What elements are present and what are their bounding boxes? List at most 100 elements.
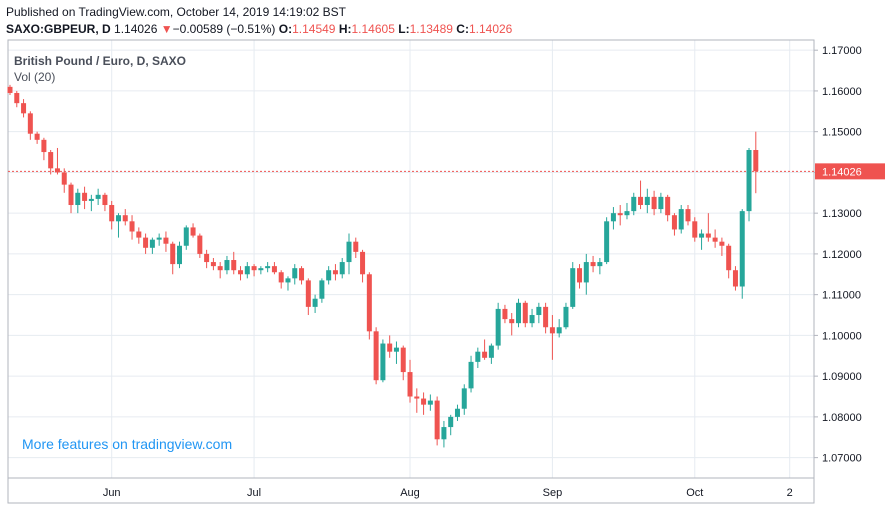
- time-tick-label: Jul: [247, 487, 261, 499]
- candle-body-up: [448, 416, 454, 428]
- candle-body-down: [217, 266, 223, 271]
- candle-body-up: [393, 347, 399, 352]
- candle-body-down: [238, 270, 244, 275]
- candle-body-down: [651, 196, 657, 210]
- candle-body-up: [658, 196, 664, 210]
- high-label: H:: [338, 22, 352, 36]
- candle-body-down: [590, 262, 596, 267]
- candle-body-up: [224, 260, 230, 271]
- price-tick-label: 1.11000: [822, 290, 861, 302]
- price-tick-label: 1.13000: [822, 208, 862, 220]
- candle-body-up: [475, 351, 481, 362]
- candle-body-up: [441, 427, 447, 440]
- candle-body-up: [529, 315, 535, 324]
- price-tick-label: 1.10000: [822, 330, 862, 342]
- candle-body-up: [699, 233, 705, 238]
- candle-body-down: [271, 266, 277, 273]
- close-label: C:: [456, 22, 469, 36]
- grid-lines: [8, 40, 814, 478]
- candle-body-down: [231, 260, 237, 271]
- candle-body-down: [400, 347, 406, 373]
- close-value: 1.14026: [468, 22, 513, 36]
- time-tick-label: Oct: [686, 487, 703, 499]
- candle-body-down: [543, 306, 549, 328]
- candle-body-up: [183, 227, 189, 246]
- candle-body-down: [373, 331, 379, 381]
- candle-body-up: [75, 192, 81, 206]
- candle-body-down: [685, 209, 691, 222]
- candle-body-down: [753, 150, 759, 172]
- low-label: L:: [398, 22, 410, 36]
- candle-body-down: [129, 221, 135, 232]
- candle-body-down: [278, 272, 284, 283]
- candle-body-up: [583, 262, 589, 283]
- open-label: O:: [278, 22, 293, 36]
- candle-body-up: [536, 306, 542, 316]
- candle-body-up: [156, 237, 162, 240]
- candle-body-down: [719, 241, 725, 246]
- candle-body-up: [319, 280, 325, 299]
- candle-body-down: [197, 235, 203, 254]
- candle-body-up: [258, 268, 264, 271]
- candle-body-up: [563, 306, 569, 328]
- low-value: 1.13489: [409, 22, 453, 36]
- candle-body-up: [488, 345, 494, 358]
- candle-body-up: [739, 211, 745, 287]
- candle-body-up: [570, 268, 576, 307]
- candle-body-down: [251, 266, 257, 271]
- candle-body-down: [638, 196, 644, 206]
- candle-body-down: [7, 86, 13, 93]
- time-tick-label: Sep: [543, 487, 563, 499]
- time-tick-label: Aug: [400, 487, 420, 499]
- candle-body-down: [360, 251, 366, 275]
- candle-body-down: [299, 268, 305, 281]
- price-tick-label: 1.08000: [822, 412, 862, 424]
- ohlc-header: SAXO:GBPEUR, D 1.14026 ▼−0.00589 (−0.51%…: [6, 22, 512, 36]
- candle-body-up: [610, 213, 616, 222]
- candle-body-down: [671, 215, 677, 230]
- candle-body-down: [210, 262, 216, 267]
- candle-body-down: [482, 351, 488, 358]
- price-axis[interactable]: 1.170001.160001.150001.140001.130001.120…: [814, 45, 862, 465]
- chart-title: British Pound / Euro, D, SAXO: [14, 54, 186, 68]
- candle-body-down: [14, 92, 20, 104]
- candle-body-up: [678, 209, 684, 230]
- candle-body-up: [285, 278, 291, 283]
- candle-body-up: [244, 266, 250, 275]
- time-tick-label: 2: [787, 487, 793, 499]
- candle-body-up: [644, 196, 650, 206]
- candle-body-down: [509, 319, 515, 324]
- candle-body-down: [366, 274, 372, 332]
- candle-body-down: [692, 221, 698, 238]
- volume-legend[interactable]: Vol (20): [14, 70, 55, 84]
- price-change: −0.00589 (−0.51%): [172, 22, 276, 36]
- candle-body-up: [631, 196, 637, 212]
- candle-body-down: [102, 194, 108, 206]
- candle-body-down: [705, 233, 711, 238]
- price-tick-label: 1.17000: [822, 45, 862, 57]
- candle-body-down: [109, 205, 115, 222]
- candle-body-up: [312, 298, 318, 307]
- candlesticks: [7, 84, 759, 448]
- candle-body-down: [421, 398, 427, 405]
- candle-body-up: [461, 388, 467, 409]
- candle-body-up: [177, 245, 182, 265]
- plot-frame: [7, 39, 815, 504]
- watermark-link[interactable]: More features on tradingview.com: [22, 436, 232, 452]
- candle-body-down: [577, 268, 583, 283]
- candle-body-up: [339, 262, 345, 275]
- price-tick-label: 1.09000: [822, 371, 862, 383]
- candle-body-down: [21, 103, 27, 114]
- candle-body-up: [604, 221, 610, 263]
- time-axis[interactable]: Jun Jul Aug Sep Oct 2: [103, 487, 793, 499]
- candle-body-down: [204, 253, 210, 263]
- candle-body-down: [305, 280, 311, 307]
- price-tick-label: 1.12000: [822, 249, 862, 261]
- candle-body-down: [54, 168, 60, 173]
- candle-body-down: [61, 172, 67, 185]
- candle-body-up: [292, 268, 298, 279]
- open-value: 1.14549: [292, 22, 336, 36]
- candle-body-up: [454, 408, 460, 417]
- price-tick-label: 1.15000: [822, 127, 862, 139]
